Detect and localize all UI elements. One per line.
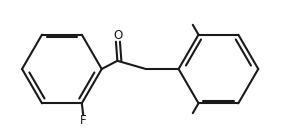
Text: F: F bbox=[80, 114, 87, 127]
Text: O: O bbox=[113, 29, 123, 42]
